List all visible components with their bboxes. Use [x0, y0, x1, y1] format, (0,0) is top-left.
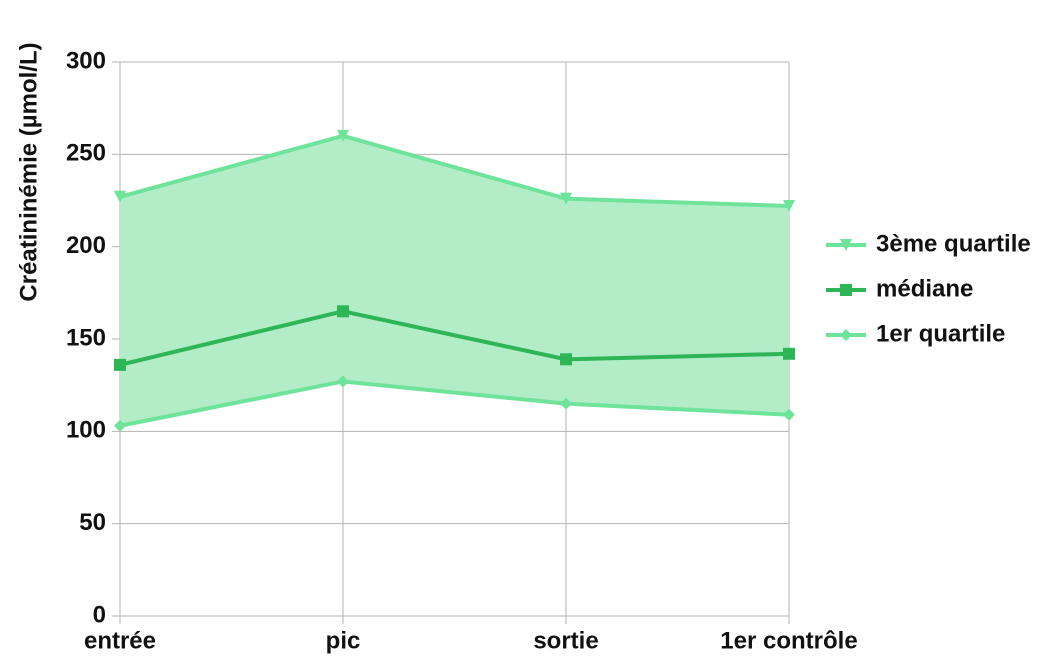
point	[560, 192, 572, 205]
y-tick-label: 0	[93, 601, 106, 628]
point	[114, 419, 126, 432]
point	[783, 347, 795, 360]
y-tick-label: 250	[66, 140, 106, 167]
series-line	[119, 379, 790, 428]
point	[337, 129, 349, 142]
series-line	[119, 309, 790, 367]
legend-label: 1er quartile	[876, 320, 1005, 347]
band	[120, 135, 789, 426]
legend-marker	[840, 284, 852, 296]
y-tick-label: 50	[79, 509, 106, 536]
y-tick-label: 200	[66, 232, 106, 259]
point	[783, 200, 795, 213]
point	[337, 305, 349, 318]
legend-marker	[840, 239, 852, 251]
point	[114, 358, 126, 371]
y-tick-label: 300	[66, 47, 106, 74]
point	[337, 375, 349, 388]
y-axis-label: Créatininémie (µmol/L)	[15, 42, 42, 301]
legend-label: médiane	[876, 275, 973, 302]
legend-label: 3ème quartile	[876, 230, 1031, 257]
point	[783, 408, 795, 421]
x-tick-label: sortie	[533, 627, 598, 654]
y-tick-label: 150	[66, 324, 106, 351]
x-tick-label: entrée	[84, 627, 156, 654]
x-tick-label: pic	[326, 627, 361, 654]
point	[114, 190, 126, 203]
y-tick-label: 100	[66, 417, 106, 444]
legend-marker	[840, 329, 852, 341]
series-line	[119, 133, 790, 209]
point	[560, 353, 572, 366]
x-tick-label: 1er contrôle	[720, 627, 857, 654]
point	[560, 397, 572, 410]
